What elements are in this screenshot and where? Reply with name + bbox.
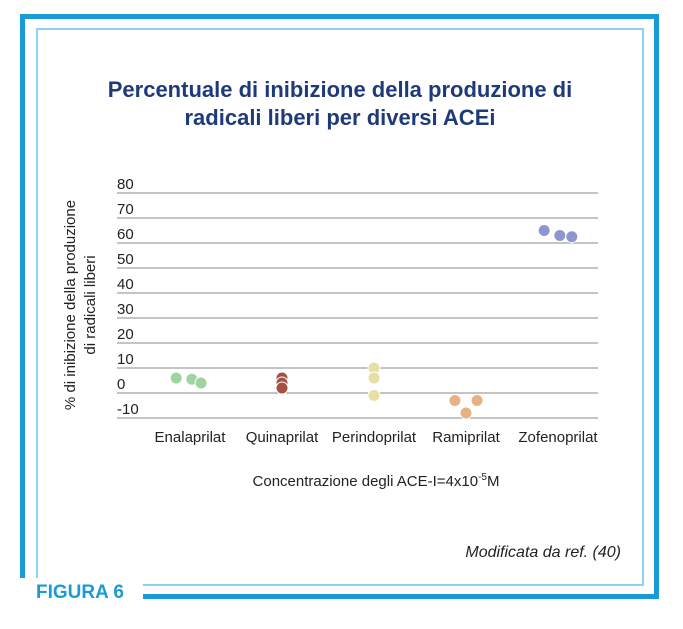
y-tick-label: 60 [117, 226, 134, 243]
y-tick-label: 0 [117, 376, 125, 393]
x-axis-label: Concentrazione degli ACE-I=4x10-5M [253, 472, 500, 490]
data-point [553, 229, 567, 242]
x-axis-ticks: Enalaprilat Quinaprilat Perindoprilat Ramip… [155, 429, 599, 446]
inner-frame [36, 28, 644, 586]
data-point [367, 371, 381, 385]
data-point [565, 230, 579, 244]
data-point [537, 224, 551, 237]
outer-frame [20, 14, 659, 599]
data-point [367, 389, 381, 402]
y-tick-label: 40 [117, 276, 134, 293]
x-axis-label-base: Concentrazione degli ACE-I=4x10 [253, 473, 479, 490]
data-point [448, 394, 462, 407]
y-tick-label: 80 [117, 176, 134, 193]
data-point [275, 381, 289, 395]
x-tick-label: Zofenoprilat [518, 429, 598, 446]
x-tick-label: Enalaprilat [155, 429, 227, 446]
grid [117, 192, 598, 419]
data-point [194, 376, 208, 390]
x-tick-label: Quinaprilat [246, 429, 319, 446]
data-points [169, 224, 579, 420]
x-tick-label: Ramiprilat [432, 429, 500, 446]
y-axis-ticks: 80 70 60 50 40 30 20 10 0 -10 [117, 176, 139, 418]
chart-title-line-1: Percentuale di inibizione della produzio… [107, 77, 573, 102]
chart-title-line-2: radicali liberi per diversi ACEi [184, 105, 496, 130]
y-tick-label: -10 [117, 401, 139, 418]
y-tick-label: 20 [117, 326, 134, 343]
chart-title: Percentuale di inibizione della produzio… [80, 76, 600, 132]
source-note: Modificata da ref. (40) [465, 544, 621, 561]
x-tick-label: Perindoprilat [332, 429, 417, 446]
data-point [169, 371, 183, 385]
x-axis-label-exponent: -5 [478, 472, 487, 483]
y-axis-label-line-1: % di inibizione della produzione [62, 200, 79, 410]
y-tick-label: 50 [117, 251, 134, 268]
data-point [459, 406, 473, 420]
y-tick-label: 10 [117, 351, 134, 368]
x-axis-label-unit: M [487, 473, 500, 490]
y-axis-label-line-2: di radicali liberi [82, 255, 99, 354]
data-point [470, 394, 484, 407]
y-tick-label: 30 [117, 301, 134, 318]
y-tick-label: 70 [117, 201, 134, 218]
figure-label: FIGURA 6 [0, 578, 143, 608]
